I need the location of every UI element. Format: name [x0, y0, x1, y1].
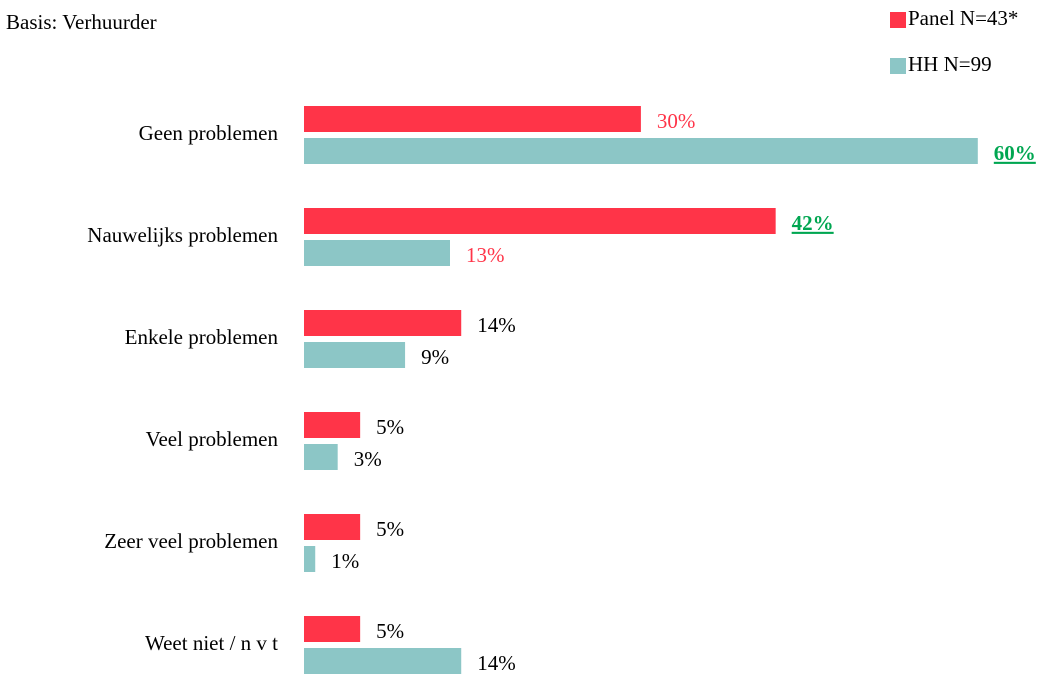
bar [304, 342, 406, 368]
bar [304, 138, 978, 164]
legend-label: Panel N=43* [908, 6, 1018, 30]
value-label: 14% [477, 651, 515, 674]
bar [304, 310, 462, 336]
value-label: 3% [354, 447, 382, 471]
category-label: Veel problemen [146, 427, 279, 451]
bar [304, 648, 462, 674]
bar [304, 208, 776, 234]
category-label: Geen problemen [139, 121, 279, 145]
legend-swatch [890, 58, 906, 74]
bar [304, 444, 338, 470]
bar [304, 106, 641, 132]
value-label: 14% [477, 313, 515, 337]
value-label: 1% [331, 549, 359, 573]
value-label: 5% [376, 517, 404, 541]
bar [304, 412, 361, 438]
bar [304, 546, 316, 572]
category-label: Nauwelijks problemen [87, 223, 278, 247]
value-label: 30% [657, 109, 696, 133]
legend-swatch [890, 12, 906, 28]
chart-subtitle: Basis: Verhuurder [6, 10, 157, 34]
category-label: Weet niet / n v t [145, 631, 278, 655]
value-label: 13% [466, 243, 505, 267]
value-label: 5% [376, 619, 404, 643]
value-label: 5% [376, 415, 404, 439]
category-label: Zeer veel problemen [104, 529, 278, 553]
legend-label: HH N=99 [908, 52, 992, 76]
bar [304, 240, 450, 266]
value-label: 9% [421, 345, 449, 369]
bar [304, 616, 361, 642]
value-label: 42% [792, 211, 834, 235]
bar [304, 514, 361, 540]
value-label: 60% [994, 141, 1036, 165]
category-label: Enkele problemen [125, 325, 279, 349]
